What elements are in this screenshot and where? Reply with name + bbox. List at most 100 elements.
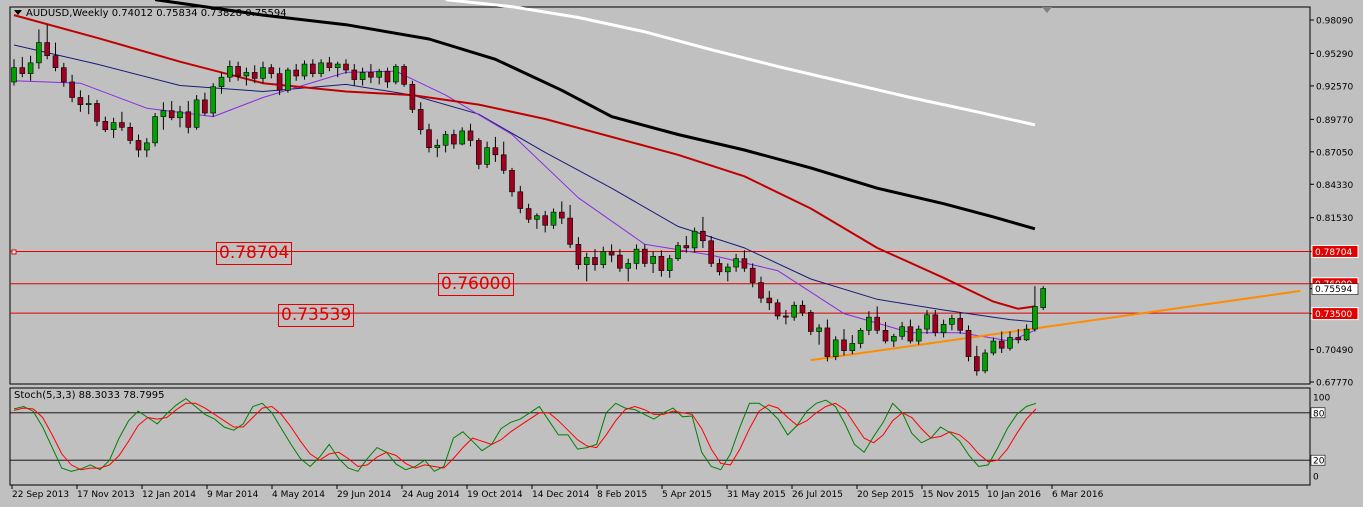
candle: [683, 235, 690, 253]
triangle-down-icon[interactable]: [14, 10, 22, 15]
candle-body: [343, 63, 349, 71]
candle-body: [227, 66, 233, 78]
candle: [359, 67, 366, 86]
candle: [799, 300, 806, 316]
candle-body: [965, 330, 972, 357]
candle-body: [193, 99, 200, 128]
candle-body: [907, 326, 914, 342]
candle-body: [1040, 288, 1046, 308]
time-axis: 22 Sep 2013 17 Nov 2013 12 Jan 2014 9 Mar 2…: [11, 485, 1104, 500]
candle: [558, 201, 565, 225]
candle: [144, 138, 150, 158]
candle: [990, 337, 997, 356]
candle: [193, 95, 200, 130]
candle: [766, 290, 773, 311]
level-label-073539[interactable]: 0.73539: [278, 304, 355, 327]
candle: [301, 60, 308, 80]
candle-body: [434, 144, 441, 148]
candle: [251, 65, 258, 84]
candle-body: [940, 324, 947, 333]
candle: [824, 319, 831, 362]
candle-body: [807, 312, 814, 332]
candle-body: [60, 67, 67, 83]
time-tick-label: 5 Apr 2015: [662, 490, 712, 500]
time-tick-label: 20 Sep 2015: [857, 490, 914, 500]
candle: [509, 167, 515, 197]
candle: [102, 116, 109, 133]
candle: [135, 134, 142, 158]
candle-body: [285, 69, 291, 91]
candle-body: [152, 116, 158, 144]
candle: [998, 331, 1005, 353]
candle: [60, 62, 67, 87]
candle-body: [160, 110, 167, 117]
candle-body: [318, 62, 324, 74]
candle-body: [641, 248, 648, 264]
candle: [758, 276, 764, 303]
candle: [625, 258, 632, 282]
candle-body: [816, 327, 822, 332]
candle-body: [567, 217, 573, 245]
candle: [982, 349, 988, 374]
level-anchor-icon[interactable]: [11, 249, 17, 255]
candle: [749, 263, 756, 288]
candle-body: [832, 339, 839, 357]
time-tick-label: 19 Oct 2014: [467, 490, 523, 500]
candle-body: [135, 140, 142, 151]
time-tick-label: 8 Feb 2015: [597, 490, 647, 500]
candle-body: [293, 69, 300, 77]
candle-body: [534, 215, 540, 220]
candle-body: [890, 335, 897, 342]
candle: [442, 130, 449, 153]
candle: [11, 59, 17, 86]
level-label-076000[interactable]: 0.76000: [438, 273, 515, 296]
candle: [401, 64, 407, 87]
candle: [293, 64, 300, 81]
candle: [426, 123, 432, 153]
candle-body: [401, 66, 407, 85]
candle-body: [849, 343, 856, 351]
candle-body: [376, 70, 383, 78]
candle-body: [426, 129, 432, 148]
candle: [243, 67, 250, 86]
candle-body: [251, 72, 258, 79]
candle-body: [791, 304, 798, 318]
candle: [866, 311, 872, 336]
price-tag-box: [1311, 244, 1359, 258]
stoch-main-line: [13, 397, 1037, 472]
price-tag-box: [1311, 307, 1359, 321]
candle: [119, 111, 125, 131]
price-tick-label: 0.87050: [1316, 148, 1353, 158]
candle: [1023, 324, 1030, 342]
candle: [77, 90, 84, 112]
candle: [783, 310, 789, 325]
candle-body: [525, 208, 532, 220]
support-trendline[interactable]: [810, 289, 1301, 362]
price-tick-label: 0.92570: [1316, 82, 1353, 92]
candle: [542, 210, 549, 233]
candle-body: [417, 109, 424, 131]
candle: [641, 244, 648, 268]
candle: [791, 301, 798, 321]
candle-body: [982, 352, 988, 372]
candle: [260, 61, 266, 84]
candle: [19, 56, 26, 78]
candle-body: [625, 263, 632, 269]
time-tick-label: 9 Mar 2014: [207, 490, 259, 500]
symbol-header[interactable]: AUDUSD,Weekly 0.74012 0.75834 0.73828 0.…: [12, 8, 287, 19]
level-label-078704[interactable]: 0.78704: [216, 242, 293, 265]
candle: [973, 345, 980, 376]
price-tag-label: 0.78704: [1315, 248, 1352, 258]
candle: [36, 29, 42, 69]
stoch-signal-line: [13, 402, 1037, 471]
candle: [44, 24, 51, 60]
candle-body: [799, 304, 806, 313]
candle-body: [882, 330, 889, 342]
candle: [384, 67, 391, 88]
candle-body: [27, 62, 34, 74]
candle: [890, 333, 897, 348]
candle: [600, 246, 607, 269]
candle: [235, 61, 241, 81]
candle: [326, 56, 333, 72]
